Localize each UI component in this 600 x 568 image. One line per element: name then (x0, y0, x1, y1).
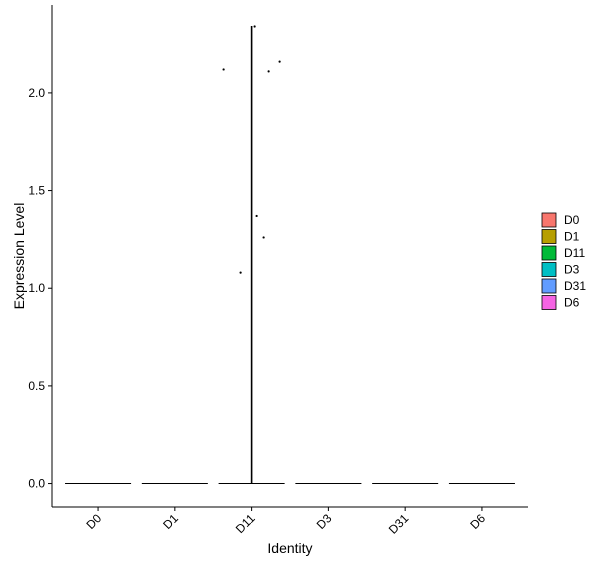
point (239, 271, 242, 274)
y-tick-label: 1.5 (28, 184, 45, 198)
x-tick-label: D31 (386, 511, 412, 537)
legend-label: D0 (564, 213, 580, 227)
x-tick-label: D6 (467, 511, 488, 532)
x-tick-label: D1 (160, 511, 181, 532)
legend-label: D31 (564, 279, 586, 293)
legend-swatch (541, 245, 557, 261)
legend-swatch (541, 212, 557, 228)
legend-label: D1 (564, 230, 580, 244)
y-axis-title: Expression Level (11, 203, 27, 310)
x-axis-title: Identity (267, 540, 312, 556)
y-tick-label: 0.0 (28, 477, 45, 491)
legend-label: D3 (564, 263, 580, 277)
y-tick-label: 0.5 (28, 379, 45, 393)
point (278, 60, 281, 63)
y-tick-label: 2.0 (28, 86, 45, 100)
x-tick-label: D11 (233, 511, 258, 536)
x-tick-label: D3 (314, 511, 335, 532)
legend-swatch (541, 229, 557, 244)
legend-swatch (541, 262, 557, 277)
point (253, 25, 256, 28)
legend-swatch (541, 278, 557, 294)
point (262, 236, 265, 239)
legend-label: D11 (564, 246, 585, 260)
violin (218, 25, 285, 485)
point (222, 68, 225, 71)
point (267, 70, 270, 73)
legend-label: D6 (564, 296, 580, 310)
y-tick-label: 1.0 (28, 281, 45, 295)
point (255, 214, 258, 218)
x-tick-label: D0 (83, 511, 104, 532)
legend-swatch (541, 295, 557, 310)
